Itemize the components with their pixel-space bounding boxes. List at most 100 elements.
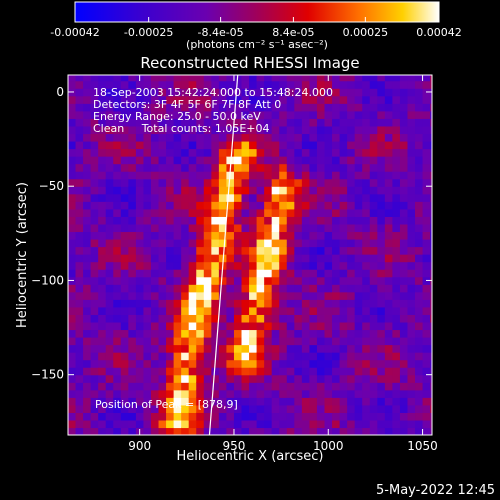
heatmap-cell	[158, 336, 167, 346]
heatmap-cell	[90, 95, 99, 104]
heatmap-cell	[271, 223, 280, 233]
heatmap-cell	[324, 314, 333, 323]
heatmap-cell	[354, 374, 363, 383]
heatmap-cell	[218, 404, 228, 413]
heatmap-cell	[135, 397, 145, 406]
heatmap-cell	[90, 329, 99, 338]
heatmap-cell	[150, 193, 160, 202]
heatmap-cell	[113, 276, 122, 285]
heatmap-cell	[316, 374, 326, 383]
heatmap-cell	[347, 140, 356, 150]
heatmap-cell	[430, 193, 432, 202]
heatmap-cell	[166, 216, 175, 225]
heatmap-cell	[430, 397, 432, 406]
heatmap-cell	[90, 125, 99, 135]
heatmap-cell	[362, 299, 371, 308]
heatmap-cell	[113, 299, 122, 308]
heatmap-cell	[68, 80, 77, 89]
heatmap-cell	[143, 238, 152, 248]
heatmap-cell	[128, 163, 137, 172]
heatmap-cell	[105, 314, 114, 323]
heatmap-cell	[354, 140, 363, 150]
heatmap-cell	[369, 352, 378, 361]
heatmap-cell	[407, 88, 416, 97]
heatmap-cell	[324, 216, 333, 225]
heatmap-cell	[354, 284, 363, 293]
heatmap-cell	[332, 80, 341, 89]
heatmap-cell	[377, 193, 386, 202]
heatmap-cell	[279, 178, 288, 187]
heatmap-cell	[339, 336, 348, 346]
heatmap-cell	[384, 193, 393, 202]
colorbar-tick-label: -0.00025	[124, 26, 173, 39]
heatmap-cell	[354, 163, 363, 172]
heatmap-cell	[135, 186, 145, 195]
heatmap-cell	[105, 118, 114, 127]
heatmap-cell	[128, 223, 137, 233]
heatmap-cell	[90, 238, 99, 248]
heatmap-cell	[75, 314, 84, 323]
heatmap-cell	[211, 306, 220, 315]
heatmap-cell	[113, 291, 122, 300]
heatmap-cell	[362, 223, 371, 233]
heatmap-cell	[286, 110, 295, 119]
heatmap-cell	[128, 148, 137, 157]
heatmap-cell	[226, 336, 235, 346]
heatmap-cell	[377, 208, 386, 217]
heatmap-cell	[98, 223, 107, 233]
heatmap-cell	[430, 231, 432, 240]
heatmap-cell	[407, 201, 416, 210]
heatmap-cell	[399, 314, 409, 323]
heatmap-cell	[68, 75, 77, 82]
heatmap-cell	[301, 389, 311, 398]
heatmap-cell	[399, 389, 409, 398]
heatmap-cell	[173, 427, 182, 435]
heatmap-cell	[113, 88, 122, 97]
heatmap-cell	[75, 216, 84, 225]
heatmap-cell	[83, 133, 92, 142]
heatmap-cell	[430, 125, 432, 135]
heatmap-cell	[203, 223, 212, 233]
heatmap-cell	[332, 223, 341, 233]
heatmap-cell	[249, 284, 258, 293]
heatmap-cell	[188, 171, 197, 180]
heatmap-cell	[347, 208, 356, 217]
heatmap-cell	[384, 103, 393, 112]
heatmap-cell	[347, 75, 356, 82]
heatmap-cell	[218, 193, 228, 202]
heatmap-cell	[377, 216, 386, 225]
heatmap-cell	[294, 231, 303, 240]
heatmap-cell	[83, 299, 92, 308]
heatmap-cell	[384, 291, 393, 300]
heatmap-cell	[241, 336, 250, 346]
heatmap-cell	[90, 163, 99, 172]
heatmap-cell	[286, 75, 295, 82]
heatmap-cell	[294, 186, 303, 195]
heatmap-cell	[143, 193, 152, 202]
heatmap-cell	[415, 404, 424, 413]
heatmap-cell	[286, 231, 295, 240]
heatmap-cell	[294, 291, 303, 300]
heatmap-cell	[264, 133, 273, 142]
heatmap-cell	[294, 299, 303, 308]
heatmap-cell	[301, 314, 311, 323]
heatmap-cell	[143, 133, 152, 142]
heatmap-cell	[233, 299, 243, 308]
heatmap-cell	[143, 178, 152, 187]
heatmap-cell	[226, 246, 235, 255]
heatmap-cell	[181, 299, 190, 308]
heatmap-cell	[181, 148, 190, 157]
heatmap-cell	[90, 291, 99, 300]
heatmap-cell	[279, 186, 288, 195]
heatmap-cell	[384, 216, 393, 225]
heatmap-cell	[241, 427, 250, 435]
heatmap-cell	[384, 404, 393, 413]
heatmap-cell	[150, 404, 160, 413]
heatmap-cell	[264, 291, 273, 300]
heatmap-cell	[294, 269, 303, 278]
heatmap-cell	[143, 291, 152, 300]
heatmap-cell	[158, 321, 167, 331]
heatmap-cell	[241, 178, 250, 187]
heatmap-cell	[286, 148, 295, 157]
heatmap-cell	[98, 306, 107, 315]
